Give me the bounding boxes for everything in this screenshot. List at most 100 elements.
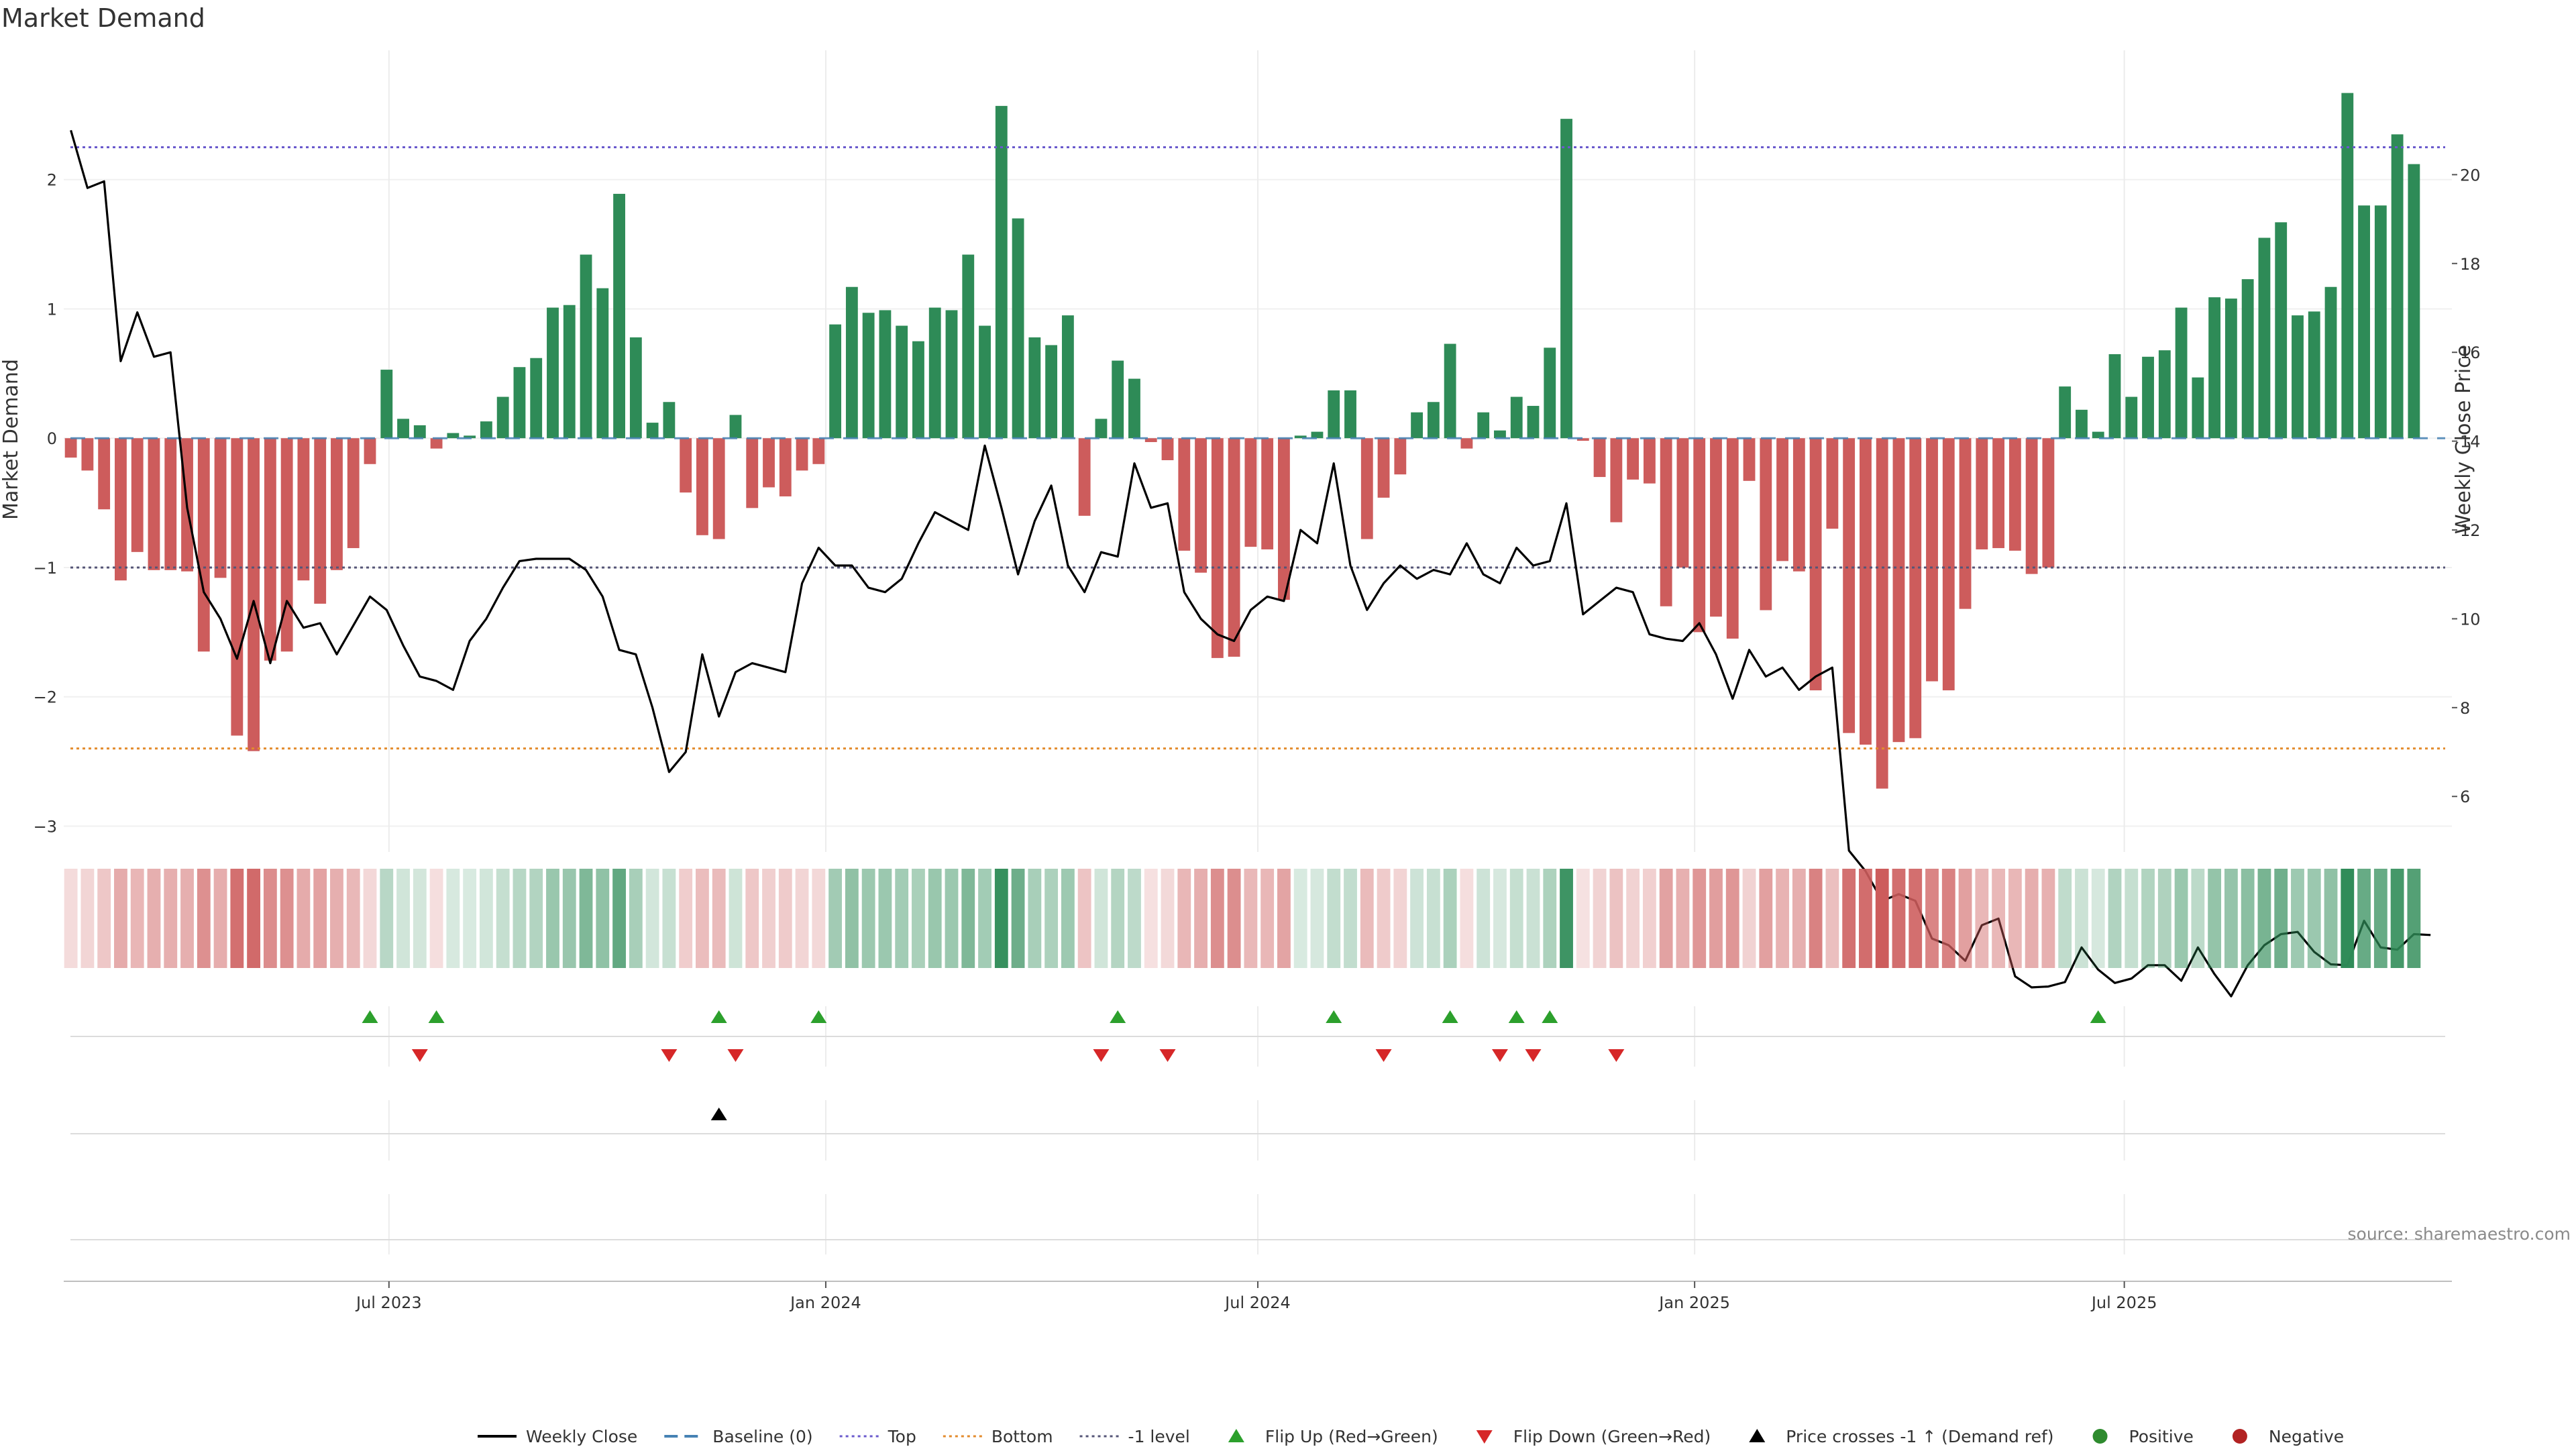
- negative-bar: [1593, 438, 1606, 478]
- negative-bar: [430, 438, 443, 449]
- negative-bar: [779, 438, 792, 496]
- positive-bar: [1028, 337, 1041, 439]
- negative-bar: [2042, 438, 2055, 568]
- heat-cell: [396, 869, 410, 968]
- positive-bar: [962, 254, 975, 439]
- negative-bar: [1161, 438, 1174, 460]
- flip-up-marker: [810, 1010, 827, 1023]
- heat-cell: [1377, 869, 1391, 968]
- positive-bar: [1045, 345, 1058, 439]
- negative-bar: [712, 438, 725, 539]
- negative-bar: [297, 438, 310, 581]
- negative-bar: [1660, 438, 1672, 606]
- positive-bar: [2292, 315, 2304, 439]
- heat-cell: [1111, 869, 1125, 968]
- positive-bar: [729, 415, 742, 439]
- right-axis-ticks: 6 8 10 12 14 16 18 20: [2452, 166, 2481, 806]
- heat-cell: [263, 869, 277, 968]
- positive-bar: [979, 325, 991, 439]
- negative-bar: [1776, 438, 1788, 561]
- heat-cell: [828, 869, 843, 968]
- heat-cell: [64, 869, 78, 968]
- heat-cell: [197, 869, 211, 968]
- flip-markers-panel: [70, 1010, 2445, 1062]
- heat-cell: [2208, 869, 2222, 968]
- heat-cell: [1759, 869, 1773, 968]
- x-tick-label: Jan 2024: [789, 1293, 861, 1312]
- positive-bar: [464, 435, 476, 439]
- heat-cell: [1626, 869, 1640, 968]
- negative-bar: [1377, 438, 1390, 498]
- heat-cell: [496, 869, 510, 968]
- negative-bar: [1278, 438, 1290, 600]
- heat-cell: [729, 869, 743, 968]
- negative-bar: [115, 438, 127, 581]
- negative-bar: [1760, 438, 1772, 610]
- x-tick-label: Jul 2023: [355, 1293, 422, 1312]
- heat-cell: [961, 869, 975, 968]
- negative-bar: [1992, 438, 2005, 549]
- positive-bar: [912, 341, 924, 439]
- y2-tick-label: 12: [2460, 521, 2481, 540]
- heat-cell: [1128, 869, 1141, 968]
- heat-cell: [861, 869, 875, 968]
- legend-label: -1 level: [1128, 1427, 1190, 1446]
- legend-swatch: [2092, 1429, 2108, 1444]
- heat-cell: [1576, 869, 1590, 968]
- heat-cell: [2058, 869, 2072, 968]
- grid-lines: [64, 50, 2452, 1254]
- heat-cell: [629, 869, 643, 968]
- negative-bar: [1710, 438, 1722, 617]
- heat-cell: [1693, 869, 1707, 968]
- legend-item-bottom: Bottom: [943, 1427, 1053, 1446]
- negative-bar: [1942, 438, 1955, 691]
- legend-swatch: [1749, 1429, 1766, 1442]
- y2-tick-label: 14: [2460, 433, 2481, 451]
- positive-bar: [1510, 396, 1523, 439]
- heat-cell: [2025, 869, 2039, 968]
- heat-cell: [1875, 869, 1889, 968]
- heat-cell: [762, 869, 775, 968]
- negative-bar: [331, 438, 343, 570]
- negative-bar: [1676, 438, 1689, 568]
- y2-tick-label: 18: [2460, 255, 2481, 274]
- heat-cell: [346, 869, 360, 968]
- heat-cell: [1609, 869, 1623, 968]
- negative-bar: [1144, 438, 1157, 443]
- heat-cell: [1742, 869, 1756, 968]
- positive-bar: [1328, 390, 1340, 439]
- heat-cell: [1426, 869, 1440, 968]
- negative-bar: [1228, 438, 1240, 657]
- x-tick-label: Jul 2024: [1224, 1293, 1291, 1312]
- positive-bar: [2059, 386, 2072, 439]
- negative-bar: [1792, 438, 1805, 572]
- negative-bar: [812, 438, 825, 464]
- heat-cell: [745, 869, 759, 968]
- heat-cell: [1909, 869, 1923, 968]
- legend-item-negative_marker: Negative: [2232, 1427, 2344, 1446]
- y-axis-label: Market Demand: [0, 359, 23, 520]
- heat-cell: [579, 869, 593, 968]
- heat-cell: [2008, 869, 2022, 968]
- y2-tick-label: 8: [2460, 699, 2470, 718]
- heat-cell: [1825, 869, 1839, 968]
- positive-bar: [928, 307, 941, 439]
- legend-label: Bottom: [991, 1427, 1053, 1446]
- positive-bar: [1411, 412, 1424, 439]
- heat-cell: [114, 869, 127, 968]
- heat-cell: [380, 869, 394, 968]
- negative-bar: [131, 438, 144, 552]
- positive-bar: [1494, 430, 1506, 439]
- heat-cell: [1044, 869, 1059, 968]
- positive-bar: [2175, 307, 2188, 439]
- legend-item-top: Top: [839, 1427, 916, 1446]
- positive-bar: [2158, 350, 2171, 439]
- positive-bar: [1544, 347, 1556, 439]
- y2-tick-label: 16: [2460, 343, 2481, 362]
- heat-cell: [2174, 869, 2188, 968]
- heat-cell: [945, 869, 959, 968]
- y-tick-label: −3: [34, 817, 57, 836]
- positive-bar: [845, 286, 858, 439]
- negative-bar: [1743, 438, 1756, 481]
- positive-bar: [413, 425, 426, 439]
